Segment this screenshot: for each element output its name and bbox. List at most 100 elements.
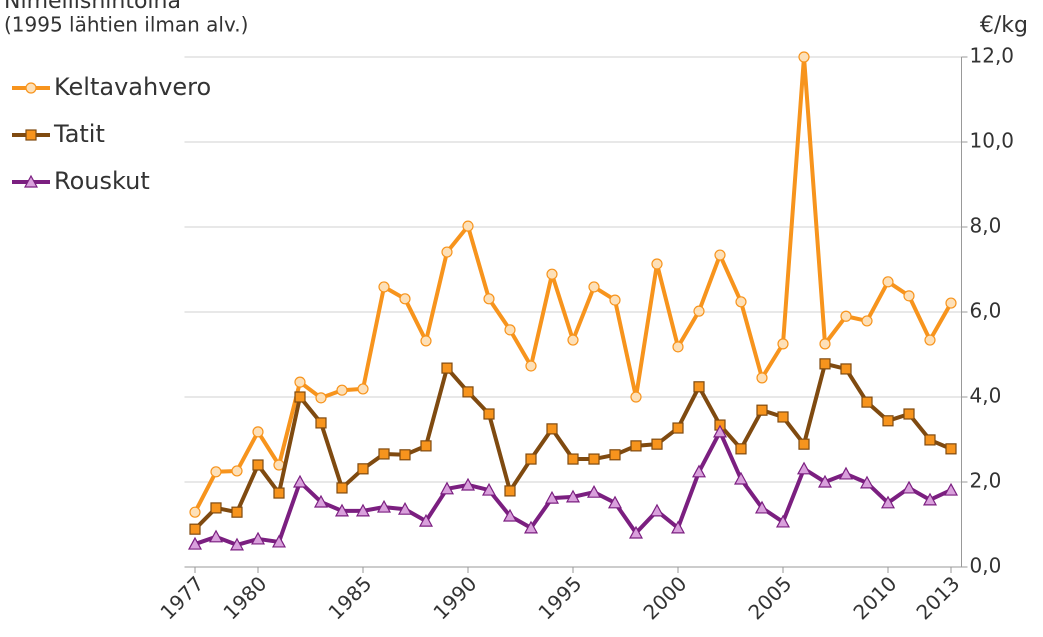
marker	[399, 293, 411, 305]
marker	[252, 459, 264, 471]
marker	[525, 453, 537, 465]
y-tick-label: 4,0	[970, 384, 1002, 408]
marker	[418, 513, 434, 527]
marker	[588, 453, 600, 465]
marker	[546, 268, 558, 280]
marker	[208, 529, 224, 543]
marker	[672, 341, 684, 353]
marker	[733, 471, 749, 485]
marker	[504, 485, 516, 497]
marker	[294, 391, 306, 403]
marker	[798, 438, 810, 450]
marker	[481, 482, 497, 496]
marker	[250, 531, 266, 545]
marker	[420, 335, 432, 347]
marker	[945, 443, 957, 455]
marker	[754, 500, 770, 514]
marker	[334, 503, 350, 517]
y-tick-label: 10,0	[970, 129, 1015, 153]
chart-title: Nimellishintoina	[4, 0, 181, 14]
marker	[231, 465, 243, 477]
marker	[756, 404, 768, 416]
marker	[861, 315, 873, 327]
marker	[609, 449, 621, 461]
marker	[399, 449, 411, 461]
marker	[502, 508, 518, 522]
marker	[210, 502, 222, 514]
marker	[630, 440, 642, 452]
y-tick-label: 6,0	[970, 299, 1002, 323]
x-tick-label: 1990	[428, 571, 481, 624]
marker	[187, 536, 203, 550]
marker	[901, 480, 917, 494]
marker	[315, 417, 327, 429]
marker	[882, 276, 894, 288]
marker	[651, 258, 663, 270]
marker	[292, 474, 308, 488]
marker	[588, 281, 600, 293]
marker	[924, 334, 936, 346]
y-tick-label: 2,0	[970, 469, 1002, 493]
marker	[693, 381, 705, 393]
marker	[565, 489, 581, 503]
marker	[357, 463, 369, 475]
legend-label: Keltavahvero	[54, 73, 211, 101]
marker	[628, 525, 644, 539]
marker	[252, 426, 264, 438]
marker	[378, 281, 390, 293]
marker	[25, 129, 37, 141]
marker	[567, 334, 579, 346]
series-line	[193, 55, 953, 514]
marker	[714, 249, 726, 261]
marker	[672, 422, 684, 434]
marker	[859, 475, 875, 489]
y-tick-label: 12,0	[970, 44, 1015, 68]
marker	[210, 466, 222, 478]
x-tick-label: 2010	[848, 571, 901, 624]
y-axis-label: €/kg	[980, 13, 1028, 38]
marker	[630, 391, 642, 403]
marker	[336, 384, 348, 396]
x-tick-label: 1995	[533, 571, 586, 624]
marker	[546, 423, 558, 435]
marker	[397, 501, 413, 515]
marker	[880, 495, 896, 509]
marker	[294, 376, 306, 388]
marker	[903, 408, 915, 420]
marker	[651, 438, 663, 450]
marker	[441, 362, 453, 374]
marker	[189, 506, 201, 518]
marker	[670, 520, 686, 534]
marker	[229, 537, 245, 551]
marker	[712, 424, 728, 438]
marker	[523, 520, 539, 534]
marker	[903, 290, 915, 302]
marker	[504, 324, 516, 336]
marker	[840, 363, 852, 375]
marker	[483, 408, 495, 420]
marker	[462, 386, 474, 398]
marker	[693, 305, 705, 317]
marker	[525, 360, 537, 372]
marker	[775, 514, 791, 528]
x-tick-label: 1980	[218, 571, 271, 624]
marker	[544, 490, 560, 504]
marker	[817, 474, 833, 488]
marker	[441, 246, 453, 258]
marker	[586, 484, 602, 498]
y-tick-label: 0,0	[970, 554, 1002, 578]
marker	[838, 466, 854, 480]
marker	[609, 294, 621, 306]
marker	[691, 464, 707, 478]
marker	[231, 506, 243, 518]
marker	[315, 392, 327, 404]
x-tick-label: 2000	[638, 571, 691, 624]
marker	[336, 482, 348, 494]
x-tick-label: 2005	[743, 571, 796, 624]
marker	[607, 495, 623, 509]
chart-subtitle: (1995 lähtien ilman alv.)	[4, 13, 248, 37]
marker	[840, 310, 852, 322]
marker	[819, 358, 831, 370]
marker	[460, 477, 476, 491]
